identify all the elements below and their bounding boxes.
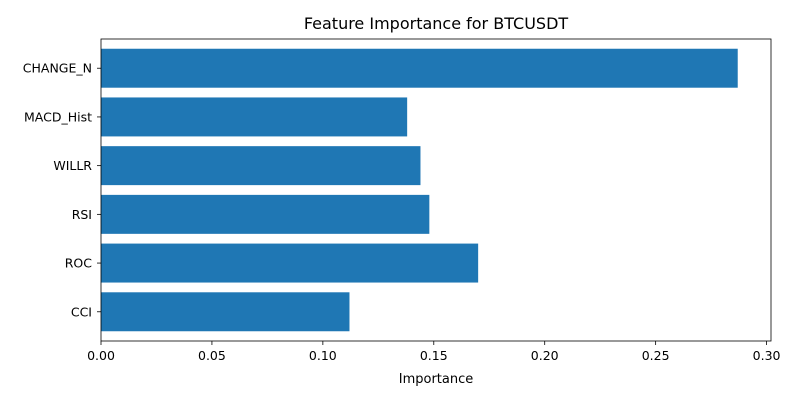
bar-rsi xyxy=(101,194,430,234)
x-axis-ticks: 0.00 0.05 0.10 0.15 0.20 0.25 0.30 xyxy=(87,341,781,363)
x-tick-label: 0.10 xyxy=(309,348,337,363)
y-tick-label: CCI xyxy=(71,304,92,319)
y-tick-label: WILLR xyxy=(53,158,92,173)
x-tick-label: 0.05 xyxy=(198,348,226,363)
chart-title: Feature Importance for BTCUSDT xyxy=(304,14,569,33)
x-tick-label: 0.00 xyxy=(87,348,115,363)
bar-macd-hist xyxy=(101,97,408,137)
y-tick-label: CHANGE_N xyxy=(23,61,92,76)
x-tick-label: 0.15 xyxy=(420,348,448,363)
x-axis-label: Importance xyxy=(399,372,474,387)
x-tick-label: 0.25 xyxy=(642,348,670,363)
y-tick-label: ROC xyxy=(65,256,93,271)
plot-frame xyxy=(100,38,772,342)
y-tick-label: MACD_Hist xyxy=(24,109,92,124)
bar-roc xyxy=(101,243,479,283)
bar-willr xyxy=(101,146,421,186)
y-tick-label: RSI xyxy=(72,207,92,222)
x-tick-label: 0.30 xyxy=(753,348,781,363)
bar-change-n xyxy=(101,48,738,88)
bar-cci xyxy=(101,292,350,332)
bars-group xyxy=(101,48,738,332)
y-axis-ticks: CHANGE_N MACD_Hist WILLR RSI ROC CCI xyxy=(23,61,101,319)
x-tick-label: 0.20 xyxy=(531,348,559,363)
